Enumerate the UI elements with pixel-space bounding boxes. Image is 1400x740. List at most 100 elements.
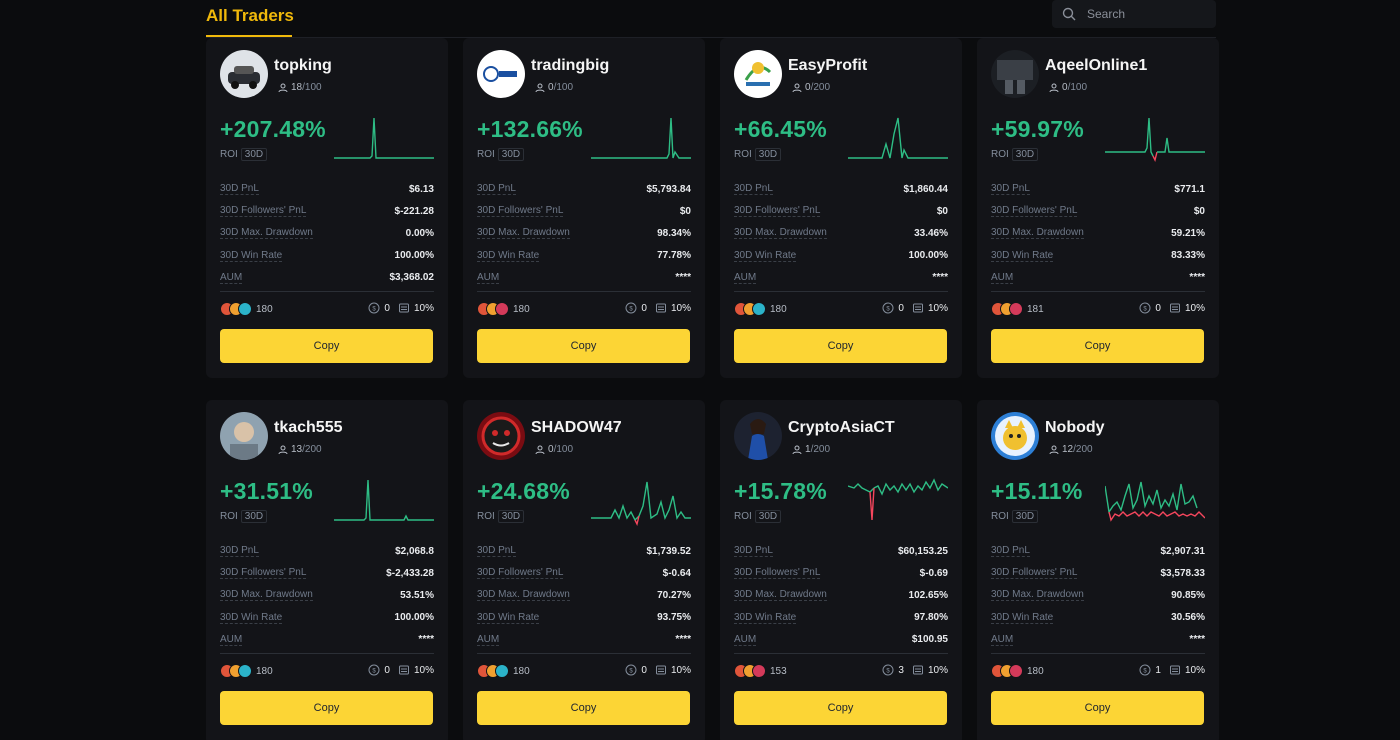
trader-name[interactable]: SHADOW47 [531, 419, 622, 436]
followers-count: 0/100 [1049, 82, 1087, 93]
avatar[interactable] [734, 50, 782, 98]
divider [220, 291, 434, 292]
user-icon [792, 445, 802, 454]
trader-name[interactable]: AqeelOnline1 [1045, 57, 1148, 74]
coin-icon: $ [882, 664, 894, 676]
roi-sparkline [334, 117, 434, 159]
stat-row: 30D Win Rate 97.80% [734, 611, 948, 624]
divider [734, 653, 948, 654]
trader-name[interactable]: tkach555 [274, 419, 343, 436]
roi-label: ROI 30D [734, 148, 782, 161]
roi-sparkline [334, 479, 434, 521]
search-icon [1062, 7, 1076, 21]
svg-text:$: $ [887, 669, 891, 675]
copy-button[interactable]: Copy [477, 691, 690, 725]
stat-row: AUM **** [220, 633, 434, 646]
copy-button[interactable]: Copy [477, 329, 690, 363]
search-placeholder: Search [1087, 7, 1126, 21]
svg-text:$: $ [1144, 307, 1148, 313]
active-tab-indicator [206, 35, 292, 37]
svg-text:$: $ [887, 307, 891, 313]
stat-row: 30D Followers' PnL $0 [991, 205, 1205, 218]
stat-row: 30D Followers' PnL $-0.64 [477, 567, 691, 580]
followers-count: 12/200 [1049, 444, 1093, 455]
divider [477, 653, 691, 654]
roi-sparkline [848, 117, 948, 159]
card-meta: $0 10% [1139, 302, 1205, 314]
coin-icon: $ [882, 302, 894, 314]
avatar[interactable] [220, 412, 268, 460]
share-icon [655, 303, 666, 313]
roi-sparkline [1105, 117, 1205, 163]
user-icon [535, 445, 545, 454]
card-meta: $0 10% [368, 664, 434, 676]
stat-row: 30D Max. Drawdown 0.00% [220, 227, 434, 240]
copy-button[interactable]: Copy [734, 691, 947, 725]
copy-button[interactable]: Copy [220, 329, 433, 363]
svg-text:$: $ [630, 669, 634, 675]
trader-name[interactable]: EasyProfit [788, 57, 868, 74]
svg-text:$: $ [373, 307, 377, 313]
trader-name[interactable]: tradingbig [531, 57, 610, 74]
user-icon [1049, 83, 1059, 92]
trader-name[interactable]: topking [274, 57, 332, 74]
stats-list: 30D PnL $2,068.8 30D Followers' PnL $-2,43… [220, 540, 434, 651]
roi-value: +207.48% [220, 116, 326, 142]
followers-count: 0/100 [535, 82, 573, 93]
trader-card: Nobody 12/200 +15.11% ROI 30D 30D PnL $2,9… [977, 400, 1219, 740]
roi-value: +132.66% [477, 116, 583, 142]
stat-row: AUM **** [477, 271, 691, 284]
trader-card: EasyProfit 0/200 +66.45% ROI 30D 30D PnL $… [720, 38, 962, 378]
roi-sparkline [591, 117, 691, 159]
trader-name[interactable]: Nobody [1045, 419, 1105, 436]
stat-row: 30D Win Rate 100.00% [220, 249, 434, 262]
avatar[interactable] [477, 50, 525, 98]
roi-label: ROI 30D [220, 148, 268, 161]
stat-row: 30D PnL $771.1 [991, 183, 1205, 196]
copiers: 180 [220, 664, 273, 678]
avatar[interactable] [991, 412, 1039, 460]
user-icon [535, 83, 545, 92]
stat-row: 30D Win Rate 100.00% [734, 249, 948, 262]
roi-label: ROI 30D [991, 148, 1039, 161]
copier-avatar [238, 664, 252, 678]
copiers: 153 [734, 664, 787, 678]
copiers: 181 [991, 302, 1044, 316]
share-icon [398, 303, 409, 313]
avatar[interactable] [220, 50, 268, 98]
copier-avatar [1009, 664, 1023, 678]
stat-row: AUM **** [991, 271, 1205, 284]
stat-row: 30D PnL $60,153.25 [734, 545, 948, 558]
stat-row: 30D Win Rate 100.00% [220, 611, 434, 624]
copy-button[interactable]: Copy [991, 329, 1204, 363]
roi-value: +15.11% [991, 478, 1083, 504]
copy-button[interactable]: Copy [734, 329, 947, 363]
avatar[interactable] [991, 50, 1039, 98]
stats-list: 30D PnL $1,739.52 30D Followers' PnL $-0.6… [477, 540, 691, 651]
search-input[interactable]: Search [1052, 0, 1216, 28]
avatar[interactable] [734, 412, 782, 460]
stat-row: AUM **** [734, 271, 948, 284]
roi-value: +59.97% [991, 116, 1084, 142]
stat-row: 30D Followers' PnL $-2,433.28 [220, 567, 434, 580]
followers-count: 18/100 [278, 82, 322, 93]
roi-label: ROI 30D [477, 510, 525, 523]
avatar[interactable] [477, 412, 525, 460]
stat-row: 30D Win Rate 83.33% [991, 249, 1205, 262]
stat-row: 30D Max. Drawdown 33.46% [734, 227, 948, 240]
roi-value: +66.45% [734, 116, 827, 142]
user-icon [792, 83, 802, 92]
copy-button[interactable]: Copy [991, 691, 1204, 725]
copy-button[interactable]: Copy [220, 691, 433, 725]
top-bar: All Traders Search [206, 0, 1216, 38]
trader-name[interactable]: CryptoAsiaCT [788, 419, 895, 436]
coin-icon: $ [1139, 302, 1151, 314]
copiers: 180 [991, 664, 1044, 678]
tab-all-traders[interactable]: All Traders [206, 6, 294, 25]
share-icon [912, 303, 923, 313]
svg-text:$: $ [373, 669, 377, 675]
roi-sparkline [1105, 481, 1205, 522]
trader-card: AqeelOnline1 0/100 +59.97% ROI 30D 30D Pn… [977, 38, 1219, 378]
divider [220, 653, 434, 654]
coin-icon: $ [368, 664, 380, 676]
